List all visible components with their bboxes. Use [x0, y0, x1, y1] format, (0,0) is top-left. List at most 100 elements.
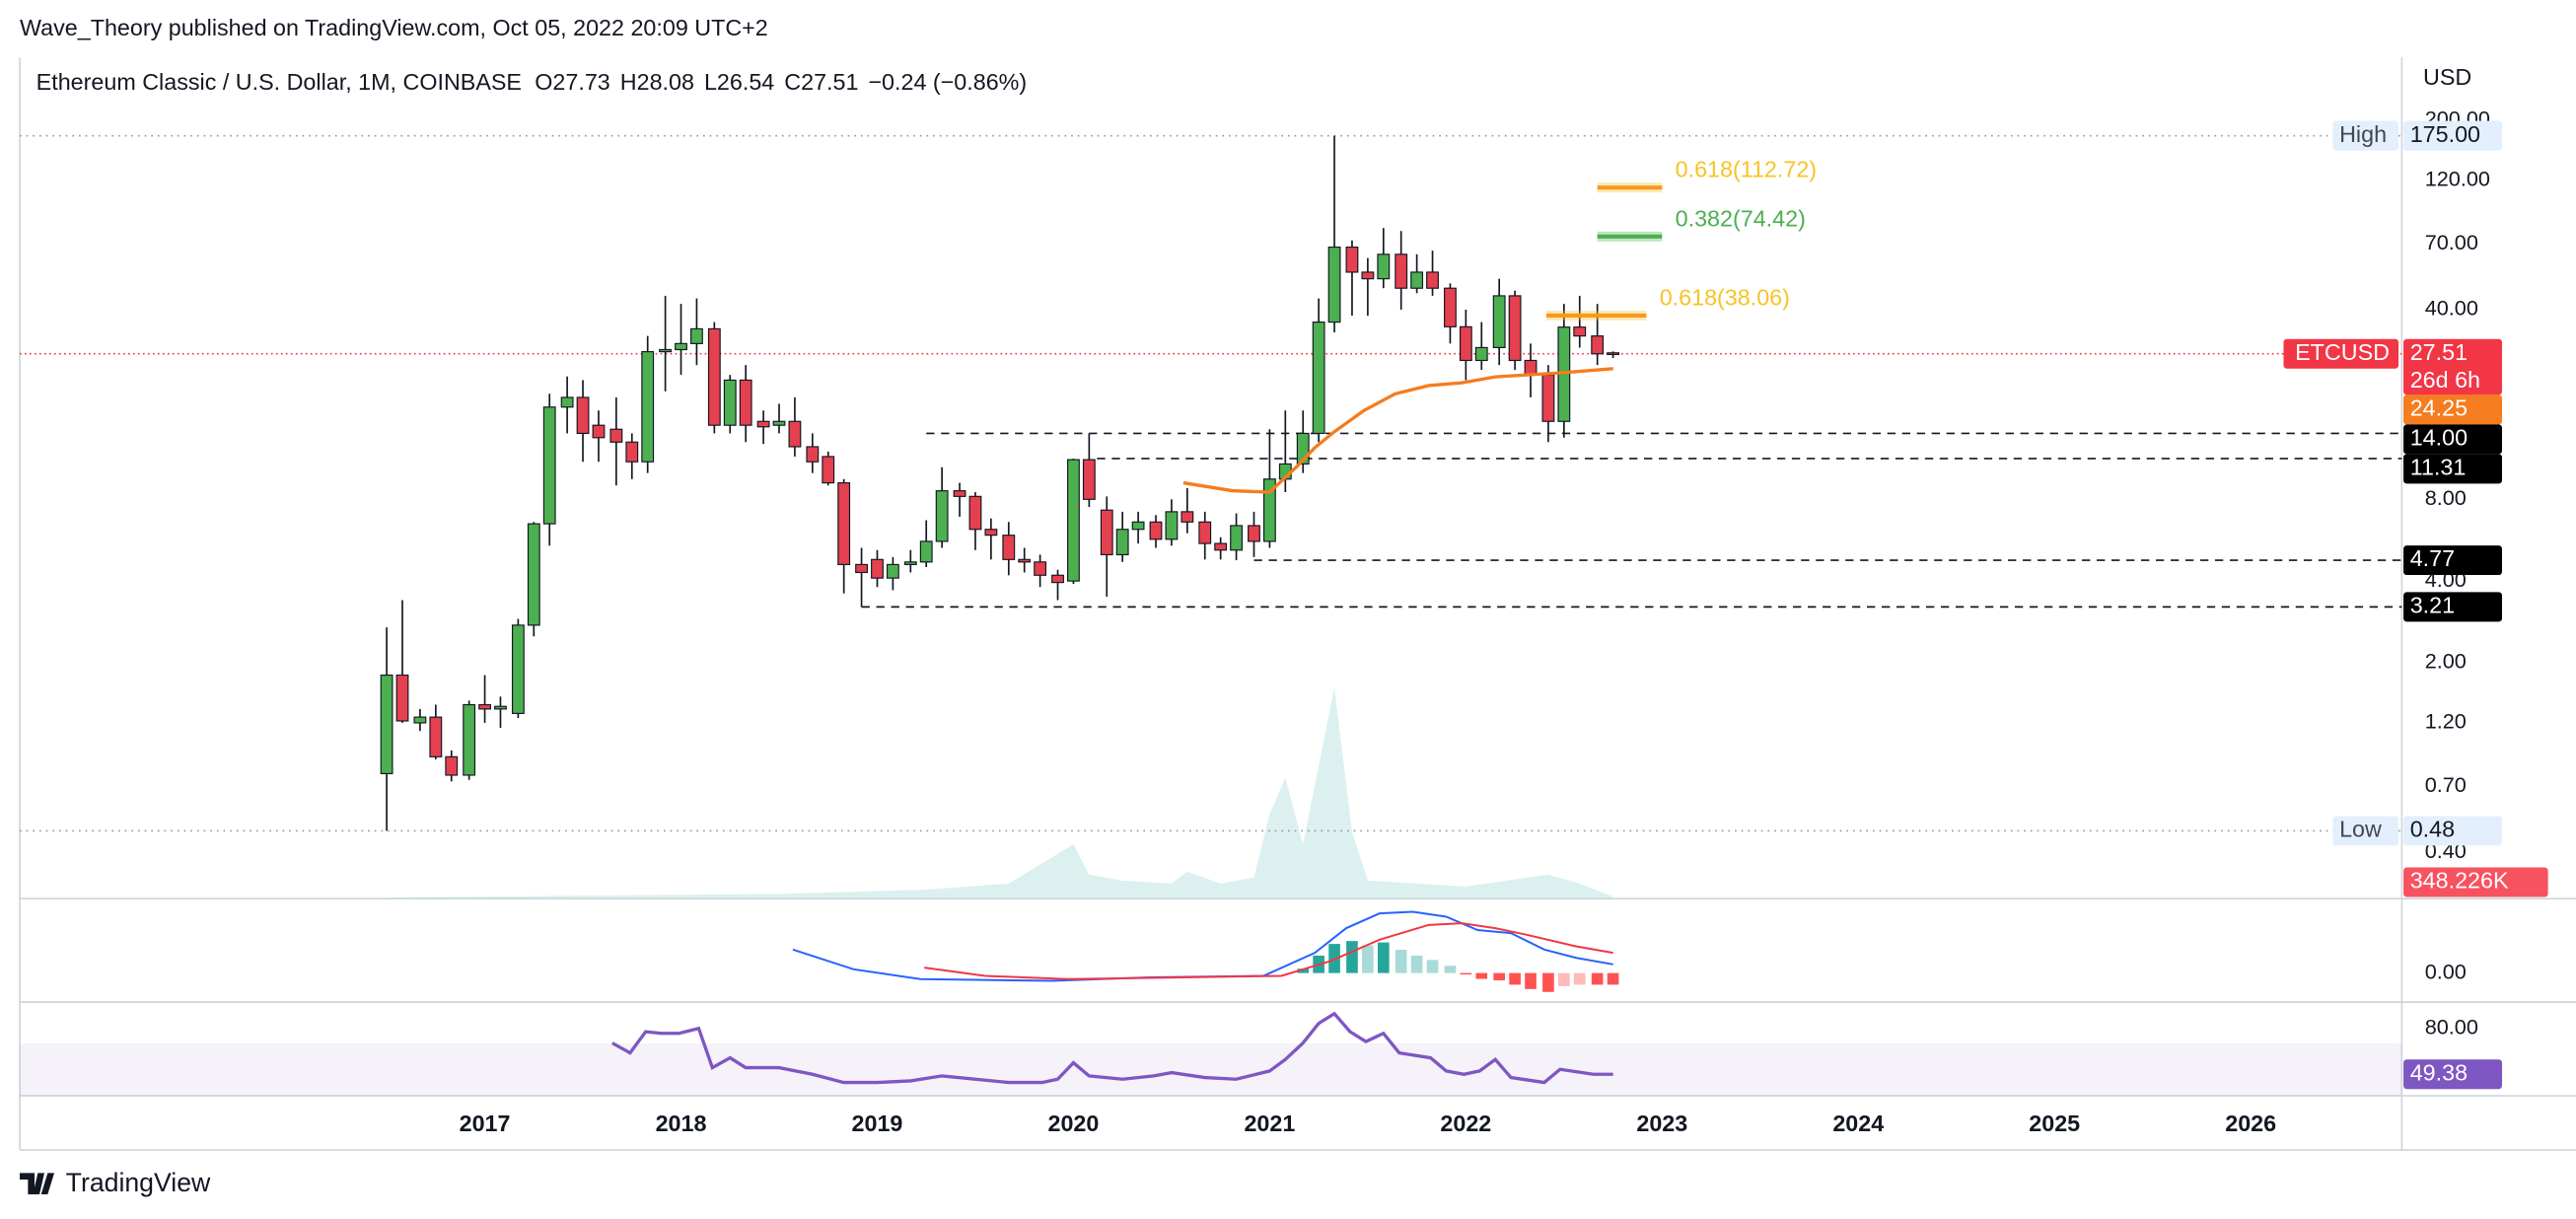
logo-mark [20, 1173, 55, 1195]
candle-body [903, 561, 917, 565]
macd-hist-bar [1460, 972, 1472, 975]
symbol-legend: Ethereum Classic / U.S. Dollar, 1M, COIN… [36, 69, 1027, 95]
legend-open: O27.73 [535, 69, 609, 95]
candle-body [429, 716, 443, 757]
price-pane [20, 134, 2402, 899]
candle-body [1296, 432, 1310, 466]
candle-body [592, 424, 606, 439]
candle-body [837, 482, 851, 565]
candle-body [935, 490, 949, 542]
x-tick-label: 2025 [2029, 1111, 2080, 1136]
candle-body [723, 379, 737, 426]
candle-body [919, 540, 933, 563]
candle-body [625, 441, 639, 463]
candle-body [756, 420, 770, 428]
macd-hist-bar [1607, 972, 1619, 985]
y-tick-label: 0.70 [2425, 772, 2467, 797]
price-tag-label: 26d 6h [2410, 367, 2480, 393]
macd-hist-bar [1509, 972, 1521, 985]
symbol-title: Ethereum Classic / U.S. Dollar, 1M, COIN… [36, 69, 522, 95]
price-tag [2403, 545, 2503, 576]
line-name-tag [2332, 120, 2399, 151]
candle-body [1607, 352, 1619, 356]
candle-body [1034, 561, 1047, 576]
candle-body [1312, 321, 1325, 435]
macd-hist-bar [1395, 950, 1407, 973]
legend-close: C27.51 [784, 69, 858, 95]
price-tag-label: 175.00 [2410, 121, 2480, 147]
candle-body [1100, 509, 1113, 556]
candle-body [1459, 325, 1472, 362]
candle-body [953, 490, 966, 497]
candle-body [511, 624, 525, 714]
macd-hist-bar [1475, 972, 1488, 979]
candle-body [576, 396, 590, 435]
price-tag-label: 3.21 [2410, 593, 2455, 618]
macd-hist-bar [1426, 960, 1439, 973]
price-tag-label: 11.31 [2410, 454, 2467, 479]
price-tag [2403, 424, 2503, 455]
candle-body [806, 446, 820, 463]
candle-body [1051, 574, 1064, 584]
publisher-line: Wave_Theory published on TradingView.com… [20, 15, 768, 40]
currency-label: USD [2423, 64, 2471, 90]
candle-body [527, 523, 540, 626]
candle-body [463, 703, 476, 776]
x-tick-label: 2023 [1636, 1111, 1687, 1136]
legend-low: L26.54 [704, 69, 774, 95]
candle-body [1444, 287, 1457, 327]
x-tick-label: 2020 [1048, 1111, 1100, 1136]
candle-body [1262, 478, 1276, 542]
line-name-tag [2332, 816, 2399, 846]
ema-line [1182, 367, 1613, 494]
macd-hist-bar [1362, 945, 1374, 973]
y-tick-label: 70.00 [2425, 230, 2478, 254]
candle-body [1492, 295, 1506, 348]
candle-body [739, 379, 752, 426]
macd-hist-bar [1410, 955, 1423, 973]
x-tick-label: 2026 [2225, 1111, 2276, 1136]
rsi-tag-label: 49.38 [2410, 1059, 2468, 1085]
macd-hist-bar [1377, 942, 1390, 973]
price-tag [2403, 120, 2503, 151]
candle-body [855, 563, 868, 574]
rsi-pane [20, 1011, 2402, 1097]
x-tick-label: 2022 [1440, 1111, 1491, 1136]
macd-signal-line [924, 922, 1613, 980]
candle-body [707, 327, 721, 426]
macd-tick-label: 0.00 [2425, 959, 2467, 983]
rsi-band [20, 1042, 2402, 1097]
macd-hist-bar [1297, 968, 1310, 973]
line-name-label: Low [2339, 817, 2382, 842]
price-tag [2403, 592, 2503, 622]
y-tick-label: 2.00 [2425, 649, 2467, 674]
candle-body [1131, 521, 1145, 531]
candle-body [772, 420, 786, 426]
candle-body [675, 342, 687, 351]
legend-change: −0.24 (−0.86%) [868, 69, 1027, 95]
rsi-line [611, 1011, 1613, 1085]
macd-macd-line [792, 910, 1613, 982]
fib-label: 0.618(38.06) [1660, 284, 1790, 310]
x-tick-label: 2019 [852, 1111, 903, 1136]
y-tick-label: 40.00 [2425, 296, 2478, 321]
candle-body [659, 348, 673, 353]
candle-body [413, 716, 427, 724]
y-tick-label: 120.00 [2425, 166, 2490, 190]
macd-hist-bar [1573, 972, 1586, 985]
x-tick-label: 2017 [460, 1111, 511, 1136]
candle-body [542, 406, 556, 525]
candle-body [1002, 535, 1016, 560]
candle-body [1165, 511, 1179, 540]
macd-hist-bar [1444, 966, 1457, 973]
volume-tag-label: 348.226K [2410, 868, 2509, 894]
x-tick-label: 2021 [1244, 1111, 1295, 1136]
candle-body [788, 420, 802, 448]
candle-body [1573, 326, 1587, 337]
volume-tag [2403, 867, 2548, 897]
price-tag [2403, 394, 2503, 425]
candle-body [1248, 525, 1260, 542]
